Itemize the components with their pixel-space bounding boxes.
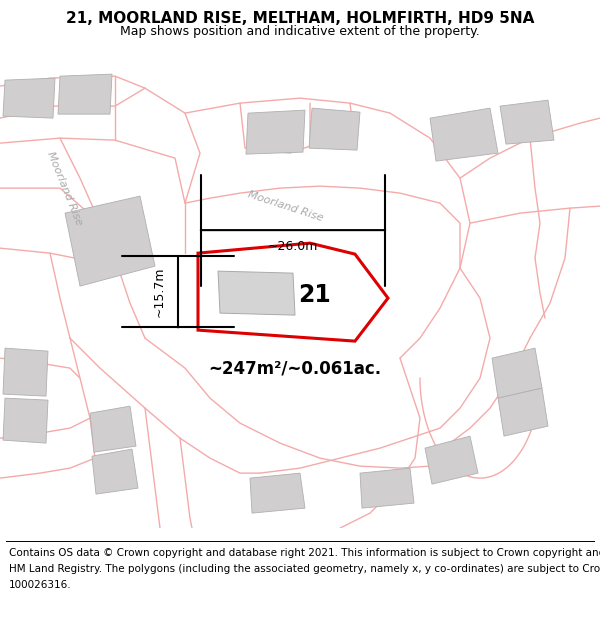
Polygon shape bbox=[309, 108, 360, 150]
Text: ~26.0m: ~26.0m bbox=[268, 240, 318, 253]
Polygon shape bbox=[360, 468, 414, 508]
Polygon shape bbox=[218, 271, 295, 315]
Polygon shape bbox=[92, 449, 138, 494]
Polygon shape bbox=[65, 196, 155, 286]
Text: 21, MOORLAND RISE, MELTHAM, HOLMFIRTH, HD9 5NA: 21, MOORLAND RISE, MELTHAM, HOLMFIRTH, H… bbox=[66, 11, 534, 26]
Polygon shape bbox=[425, 436, 478, 484]
Polygon shape bbox=[3, 348, 48, 396]
Polygon shape bbox=[500, 100, 554, 144]
Polygon shape bbox=[498, 388, 548, 436]
Text: Moorland Rise: Moorland Rise bbox=[246, 189, 324, 223]
Polygon shape bbox=[3, 398, 48, 443]
Text: 21: 21 bbox=[299, 283, 331, 307]
Polygon shape bbox=[250, 473, 305, 513]
Polygon shape bbox=[198, 243, 388, 341]
Polygon shape bbox=[58, 74, 112, 114]
Polygon shape bbox=[90, 406, 136, 452]
Text: Map shows position and indicative extent of the property.: Map shows position and indicative extent… bbox=[120, 25, 480, 38]
Text: ~15.7m: ~15.7m bbox=[153, 266, 166, 317]
Polygon shape bbox=[430, 108, 498, 161]
Text: HM Land Registry. The polygons (including the associated geometry, namely x, y c: HM Land Registry. The polygons (includin… bbox=[9, 564, 600, 574]
Polygon shape bbox=[492, 348, 542, 398]
Polygon shape bbox=[3, 78, 55, 118]
Text: Contains OS data © Crown copyright and database right 2021. This information is : Contains OS data © Crown copyright and d… bbox=[9, 548, 600, 558]
Polygon shape bbox=[246, 110, 305, 154]
Text: 100026316.: 100026316. bbox=[9, 581, 71, 591]
Text: ~247m²/~0.061ac.: ~247m²/~0.061ac. bbox=[208, 359, 382, 377]
Text: Moorland Rise: Moorland Rise bbox=[46, 149, 85, 227]
